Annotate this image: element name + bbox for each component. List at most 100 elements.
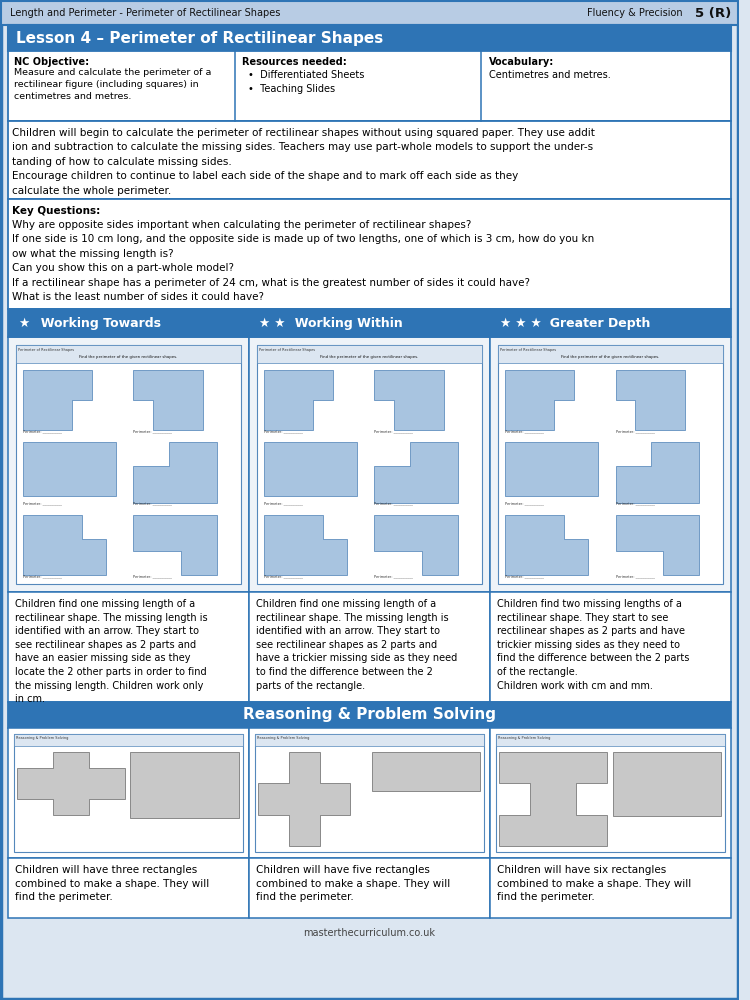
Bar xyxy=(8,25,731,51)
Text: Perimeter: ___________: Perimeter: ___________ xyxy=(264,502,303,506)
Polygon shape xyxy=(499,752,607,846)
Text: Find the perimeter of the given rectilinear shapes.: Find the perimeter of the given rectilin… xyxy=(562,355,660,359)
Bar xyxy=(490,728,731,858)
Text: Perimeter: ___________: Perimeter: ___________ xyxy=(134,574,172,578)
Polygon shape xyxy=(505,370,574,430)
Polygon shape xyxy=(134,370,202,430)
Text: Children will have six rectangles
combined to make a shape. They will
find the p: Children will have six rectangles combin… xyxy=(497,865,692,902)
Text: Perimeter: ___________: Perimeter: ___________ xyxy=(374,429,413,433)
Bar xyxy=(490,858,731,918)
Polygon shape xyxy=(264,515,347,575)
Text: Centimetres and metres.: Centimetres and metres. xyxy=(489,70,610,80)
Bar xyxy=(498,345,723,363)
Polygon shape xyxy=(616,370,685,430)
Text: Reasoning & Problem Solving: Reasoning & Problem Solving xyxy=(498,736,550,740)
Bar xyxy=(490,592,731,702)
Text: Children find one missing length of a
rectilinear shape. The missing length is
i: Children find one missing length of a re… xyxy=(15,599,208,704)
Bar xyxy=(16,345,241,363)
Polygon shape xyxy=(374,370,444,430)
Bar xyxy=(490,309,731,337)
Text: ★ ★ ★: ★ ★ ★ xyxy=(500,316,542,330)
Text: Reasoning & Problem Solving: Reasoning & Problem Solving xyxy=(243,708,496,722)
Text: Perimeter: ___________: Perimeter: ___________ xyxy=(616,574,655,578)
Text: Reasoning & Problem Solving: Reasoning & Problem Solving xyxy=(16,736,68,740)
Text: Find the perimeter of the given rectilinear shapes.: Find the perimeter of the given rectilin… xyxy=(320,355,419,359)
Text: •  Teaching Slides: • Teaching Slides xyxy=(248,84,335,94)
Bar xyxy=(249,728,490,858)
Polygon shape xyxy=(258,752,350,846)
Polygon shape xyxy=(134,442,217,503)
Text: Resources needed:: Resources needed: xyxy=(242,57,347,67)
Text: Vocabulary:: Vocabulary: xyxy=(489,57,554,67)
Polygon shape xyxy=(374,515,458,575)
Text: masterthecurriculum.co.uk: masterthecurriculum.co.uk xyxy=(304,928,436,938)
Bar xyxy=(8,728,249,858)
Bar xyxy=(8,337,249,592)
Bar xyxy=(8,309,249,337)
Text: Find the perimeter of the given rectilinear shapes.: Find the perimeter of the given rectilin… xyxy=(80,355,178,359)
Text: Reasoning & Problem Solving: Reasoning & Problem Solving xyxy=(256,736,309,740)
Text: NC Objective:: NC Objective: xyxy=(13,57,89,67)
Text: Perimeter: ___________: Perimeter: ___________ xyxy=(616,502,655,506)
Text: Perimeter of Rectilinear Shapes: Perimeter of Rectilinear Shapes xyxy=(259,348,315,352)
Bar xyxy=(255,734,484,746)
Text: ★ ★: ★ ★ xyxy=(259,316,285,330)
Bar xyxy=(496,734,725,746)
Bar xyxy=(498,345,723,584)
Text: Perimeter: ___________: Perimeter: ___________ xyxy=(22,574,62,578)
Text: Perimeter: ___________: Perimeter: ___________ xyxy=(505,502,544,506)
Text: Children find one missing length of a
rectilinear shape. The missing length is
i: Children find one missing length of a re… xyxy=(256,599,458,691)
Bar xyxy=(8,592,249,702)
Text: Lesson 4 – Perimeter of Rectilinear Shapes: Lesson 4 – Perimeter of Rectilinear Shap… xyxy=(16,30,383,45)
Polygon shape xyxy=(613,752,722,816)
Bar xyxy=(8,51,731,121)
Text: Perimeter: ___________: Perimeter: ___________ xyxy=(22,502,62,506)
Text: Perimeter: ___________: Perimeter: ___________ xyxy=(134,502,172,506)
Bar xyxy=(496,734,725,852)
Bar xyxy=(8,199,731,309)
Bar xyxy=(13,734,243,852)
Polygon shape xyxy=(22,370,92,430)
Bar xyxy=(249,592,490,702)
Polygon shape xyxy=(374,442,458,503)
Polygon shape xyxy=(616,442,699,503)
Polygon shape xyxy=(22,442,116,496)
Text: Perimeter: ___________: Perimeter: ___________ xyxy=(374,502,413,506)
Text: 5 (R): 5 (R) xyxy=(695,6,731,19)
Text: Why are opposite sides important when calculating the perimeter of rectilinear s: Why are opposite sides important when ca… xyxy=(12,220,594,302)
Polygon shape xyxy=(264,442,357,496)
Text: Perimeter: ___________: Perimeter: ___________ xyxy=(616,429,655,433)
Text: Fluency & Precision: Fluency & Precision xyxy=(587,8,683,18)
Text: Working Within: Working Within xyxy=(286,316,404,330)
Bar xyxy=(1,1,738,25)
Bar xyxy=(249,309,490,337)
Text: Children will have five rectangles
combined to make a shape. They will
find the : Children will have five rectangles combi… xyxy=(256,865,450,902)
Polygon shape xyxy=(16,752,125,815)
Text: ★: ★ xyxy=(18,316,29,330)
Text: Perimeter: ___________: Perimeter: ___________ xyxy=(264,429,303,433)
Bar xyxy=(249,858,490,918)
Text: Working Towards: Working Towards xyxy=(32,316,160,330)
Text: Perimeter: ___________: Perimeter: ___________ xyxy=(374,574,413,578)
Bar xyxy=(16,345,241,584)
Text: Measure and calculate the perimeter of a
rectilinear figure (including squares) : Measure and calculate the perimeter of a… xyxy=(13,68,211,101)
Bar xyxy=(255,734,484,852)
Polygon shape xyxy=(371,752,480,791)
Bar xyxy=(249,337,490,592)
Text: Perimeter: ___________: Perimeter: ___________ xyxy=(134,429,172,433)
Text: Greater Depth: Greater Depth xyxy=(542,316,651,330)
Bar xyxy=(8,702,731,728)
Polygon shape xyxy=(616,515,699,575)
Text: •  Differentiated Sheets: • Differentiated Sheets xyxy=(248,70,364,80)
Bar xyxy=(8,858,249,918)
Polygon shape xyxy=(134,515,217,575)
Text: Children will have three rectangles
combined to make a shape. They will
find the: Children will have three rectangles comb… xyxy=(15,865,209,902)
Text: Length and Perimeter - Perimeter of Rectilinear Shapes: Length and Perimeter - Perimeter of Rect… xyxy=(10,8,280,18)
Bar xyxy=(8,121,731,199)
Polygon shape xyxy=(505,442,598,496)
Text: Perimeter: ___________: Perimeter: ___________ xyxy=(22,429,62,433)
Polygon shape xyxy=(264,370,333,430)
Polygon shape xyxy=(130,752,239,818)
Text: Perimeter: ___________: Perimeter: ___________ xyxy=(505,574,544,578)
Polygon shape xyxy=(505,515,588,575)
